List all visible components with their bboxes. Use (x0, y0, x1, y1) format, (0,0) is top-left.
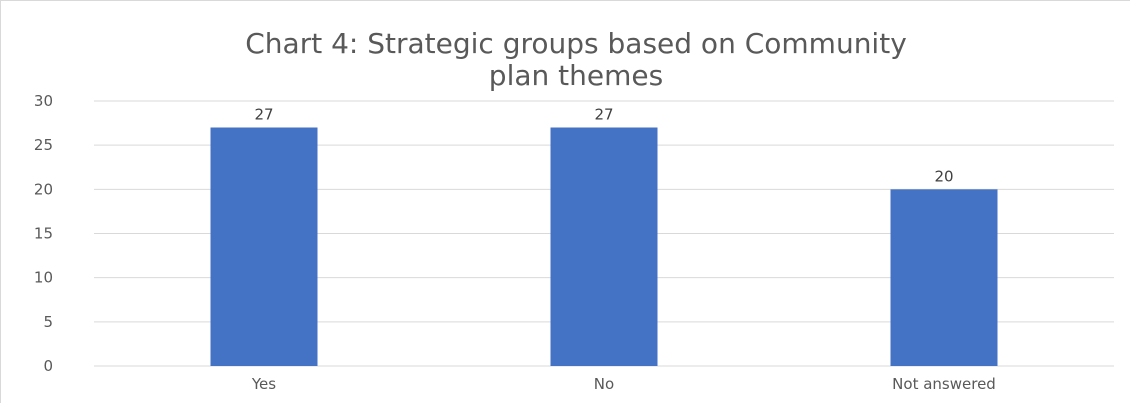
data-label: 20 (934, 167, 953, 185)
y-tick-label: 0 (43, 357, 53, 375)
y-tick-label: 5 (43, 313, 53, 331)
bar-yes (210, 127, 318, 366)
x-tick-label: Not answered (892, 375, 996, 393)
chart-title-line-2: plan themes (489, 59, 663, 92)
y-axis-tick-labels: 0 5 10 15 20 25 30 (34, 92, 53, 375)
data-labels: 27 27 20 (254, 106, 953, 186)
y-tick-label: 20 (34, 180, 53, 198)
chart-title-line-1: Chart 4: Strategic groups based on Commu… (245, 27, 907, 60)
x-axis-tick-labels: Yes No Not answered (251, 375, 996, 393)
data-label: 27 (594, 106, 613, 124)
x-tick-label: Yes (251, 375, 276, 393)
x-tick-label: No (594, 375, 614, 393)
y-tick-label: 15 (34, 225, 53, 243)
bar-no (550, 127, 658, 366)
y-tick-label: 10 (34, 269, 53, 287)
bars (210, 127, 998, 366)
y-tick-label: 30 (34, 92, 53, 110)
chart-title: Chart 4: Strategic groups based on Commu… (245, 27, 907, 92)
data-label: 27 (254, 106, 273, 124)
bar-not-answered (890, 189, 998, 366)
y-tick-label: 25 (34, 136, 53, 154)
